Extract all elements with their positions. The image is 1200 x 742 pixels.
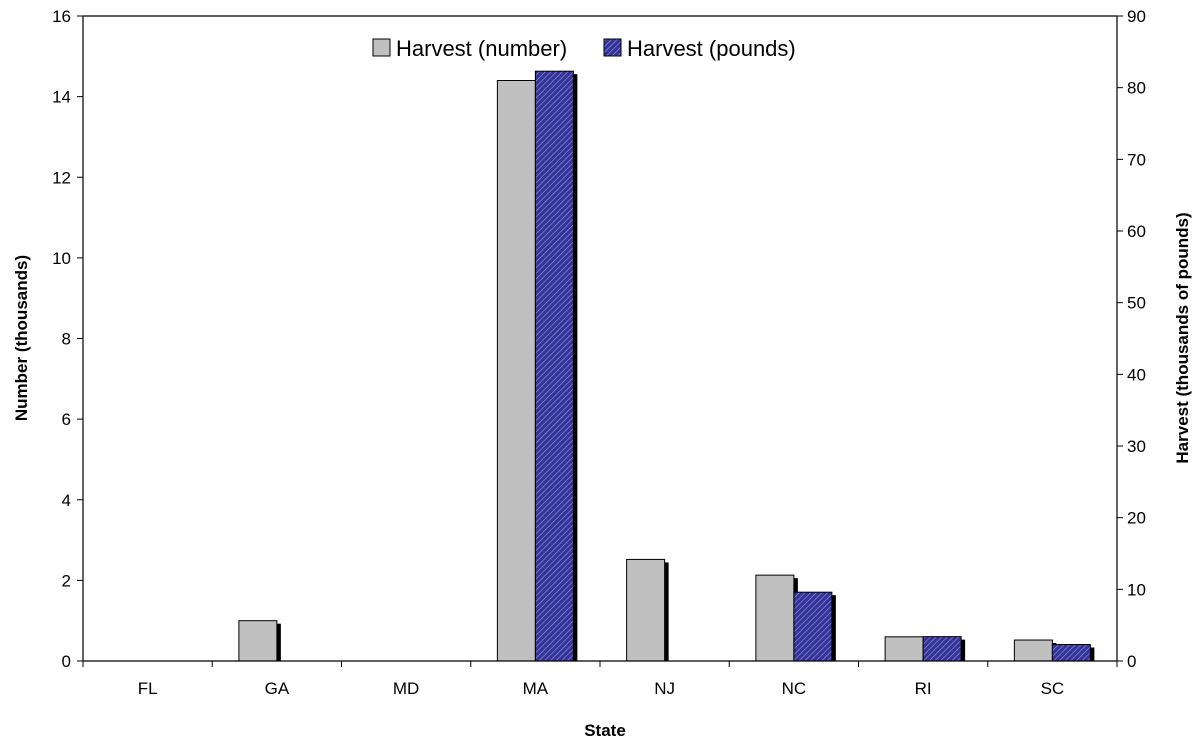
bar-number-MA <box>496 80 536 662</box>
legend-swatch-pounds <box>603 38 622 57</box>
legend: Harvest (number) Harvest (pounds) <box>372 36 796 61</box>
x-tick-label: SC <box>1041 679 1065 698</box>
x-axis-title: State <box>584 721 626 740</box>
y-tick-label-left: 4 <box>62 491 71 510</box>
y-tick-label-left: 16 <box>52 7 71 26</box>
y-tick-label-right: 10 <box>1127 580 1146 599</box>
y-axis-title-left: Number (thousands) <box>12 255 31 421</box>
y-tick-label-left: 2 <box>62 571 71 590</box>
y-tick-label-right: 90 <box>1127 7 1146 26</box>
x-tick-label: NJ <box>654 679 675 698</box>
x-tick-label: MD <box>393 679 419 698</box>
y-tick-label-left: 0 <box>62 652 71 671</box>
y-tick-label-left: 14 <box>52 88 71 107</box>
bar-pounds-MA <box>534 70 574 662</box>
bar-pounds-SC <box>1051 644 1091 662</box>
y-tick-label-left: 10 <box>52 249 71 268</box>
x-tick-label: RI <box>915 679 932 698</box>
y-tick-label-right: 50 <box>1127 294 1146 313</box>
legend-label-pounds: Harvest (pounds) <box>627 36 796 61</box>
y-tick-label-right: 70 <box>1127 150 1146 169</box>
legend-label-number: Harvest (number) <box>396 36 567 61</box>
y-tick-label-left: 8 <box>62 330 71 349</box>
y-axis-title-right: Harvest (thousands of pounds) <box>1173 212 1192 463</box>
bar-pounds-RI <box>922 636 962 662</box>
bar-number-NC <box>755 574 795 662</box>
bar-pounds-NC <box>793 591 833 662</box>
y-tick-label-right: 20 <box>1127 509 1146 528</box>
x-tick-label: FL <box>138 679 158 698</box>
y-tick-label-left: 6 <box>62 410 71 429</box>
y-tick-label-left: 12 <box>52 168 71 187</box>
bar-number-RI <box>884 636 924 662</box>
legend-swatch-number <box>372 38 391 57</box>
x-tick-label: GA <box>265 679 290 698</box>
y-tick-label-right: 30 <box>1127 437 1146 456</box>
y-tick-label-right: 60 <box>1127 222 1146 241</box>
y-tick-label-right: 80 <box>1127 79 1146 98</box>
plot-area: 0 2 4 6 8 10 12 14 16 0 10 20 30 40 50 60 70 80 90 FL GA MD MA… <box>52 7 1146 698</box>
x-tick-label: MA <box>523 679 549 698</box>
bar-number-SC <box>1013 639 1053 662</box>
bar-number-GA <box>238 620 278 662</box>
x-tick-label: NC <box>782 679 807 698</box>
y-tick-label-right: 40 <box>1127 365 1146 384</box>
y-tick-label-right: 0 <box>1127 652 1136 671</box>
bar-number-NJ <box>626 558 666 662</box>
